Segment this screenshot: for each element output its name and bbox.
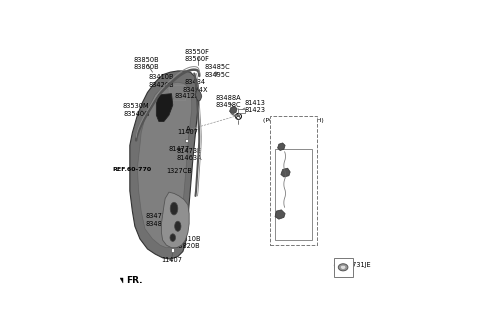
Polygon shape bbox=[275, 210, 285, 219]
Polygon shape bbox=[229, 106, 237, 114]
Polygon shape bbox=[120, 278, 123, 283]
Text: 83488A
83498C: 83488A 83498C bbox=[216, 94, 241, 108]
Text: A: A bbox=[236, 113, 240, 119]
Ellipse shape bbox=[175, 221, 181, 231]
Text: 81477: 81477 bbox=[168, 146, 190, 152]
Text: 81410F
81420F: 81410F 81420F bbox=[288, 170, 313, 184]
Bar bbox=[334, 258, 353, 277]
Text: (POWER DR LATCH): (POWER DR LATCH) bbox=[263, 118, 324, 123]
Bar bbox=[275, 149, 312, 240]
Text: 83412A: 83412A bbox=[174, 93, 200, 99]
Ellipse shape bbox=[338, 264, 348, 271]
Ellipse shape bbox=[170, 234, 176, 241]
Text: 11407: 11407 bbox=[178, 129, 198, 134]
Bar bbox=[239, 109, 245, 113]
Polygon shape bbox=[137, 82, 192, 248]
Ellipse shape bbox=[170, 202, 178, 215]
Text: 81430A
81440G: 81430A 81440G bbox=[276, 213, 302, 227]
Bar bbox=[270, 116, 317, 245]
Text: 98810B
98820B: 98810B 98820B bbox=[175, 236, 201, 249]
Text: 81473E
81463A: 81473E 81463A bbox=[177, 148, 202, 161]
Text: 83485C
83495C: 83485C 83495C bbox=[204, 64, 230, 77]
Text: 1731JE: 1731JE bbox=[348, 262, 371, 268]
Polygon shape bbox=[281, 168, 290, 177]
Bar bbox=[185, 139, 188, 142]
Polygon shape bbox=[161, 192, 189, 248]
Polygon shape bbox=[130, 71, 199, 259]
Polygon shape bbox=[195, 89, 202, 101]
Text: 1327CB: 1327CB bbox=[166, 168, 192, 174]
Text: A: A bbox=[186, 126, 190, 132]
Text: 11407: 11407 bbox=[161, 257, 182, 263]
Text: REF.60-770: REF.60-770 bbox=[112, 167, 151, 172]
Bar bbox=[171, 249, 174, 252]
Text: 3: 3 bbox=[336, 262, 339, 268]
Text: a: a bbox=[177, 231, 181, 236]
Text: 81413
81423: 81413 81423 bbox=[245, 100, 266, 113]
Polygon shape bbox=[156, 94, 173, 121]
Text: 83484
83494X: 83484 83494X bbox=[183, 79, 208, 93]
Text: 81410
81420: 81410 81420 bbox=[283, 122, 304, 136]
Text: 83410B
83420B: 83410B 83420B bbox=[149, 74, 174, 88]
Text: 83471D
83481D: 83471D 83481D bbox=[146, 213, 172, 227]
Text: 83850B
83860B: 83850B 83860B bbox=[133, 57, 159, 70]
Polygon shape bbox=[277, 143, 285, 151]
Text: 83488A
83498C: 83488A 83498C bbox=[272, 140, 298, 153]
Text: 83550F
83560F: 83550F 83560F bbox=[184, 49, 209, 62]
Text: 83530M
83540G: 83530M 83540G bbox=[123, 103, 149, 117]
Ellipse shape bbox=[340, 265, 346, 269]
Text: FR.: FR. bbox=[126, 276, 143, 285]
